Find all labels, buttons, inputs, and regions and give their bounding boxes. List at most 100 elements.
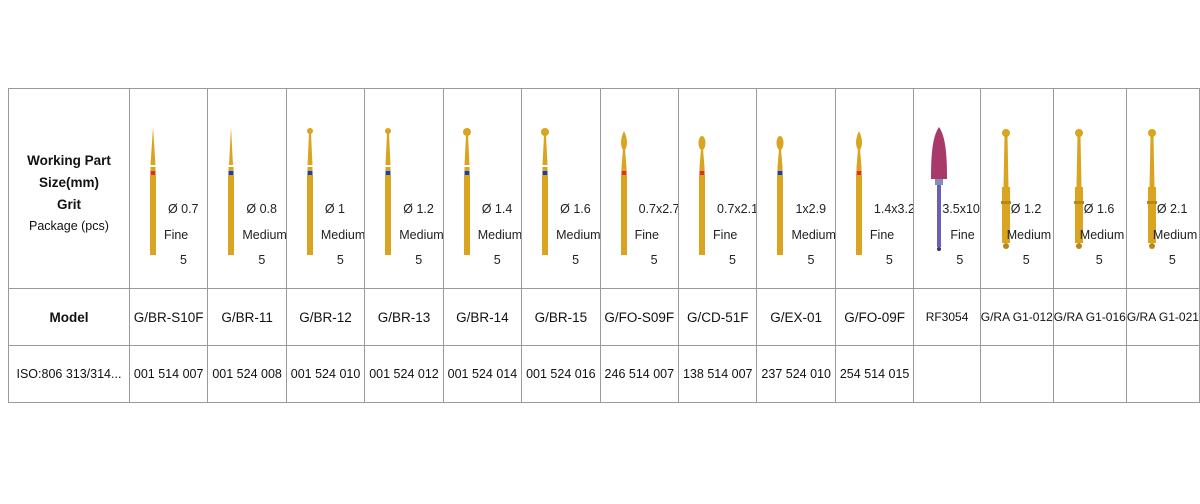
- model-value: G/BR-14: [442, 288, 523, 346]
- size-value: Ø 2.1: [1156, 202, 1188, 216]
- bur-image: [698, 136, 706, 255]
- package-value: 5: [493, 253, 501, 267]
- iso-value: 001 524 010: [285, 345, 366, 403]
- iso-value: [913, 345, 981, 403]
- bur-image: [385, 128, 392, 255]
- product-cell: 0.7x2.1 Fine 5: [678, 88, 758, 289]
- label-model: Model: [8, 288, 130, 346]
- iso-value: 001 524 012: [364, 345, 444, 403]
- size-value: 3.5x10.5: [942, 202, 980, 216]
- grit-value: Medium: [477, 228, 522, 242]
- iso-value: 138 514 007: [678, 345, 758, 403]
- iso-value: 001 514 007: [128, 345, 209, 403]
- iso-value: [1125, 345, 1200, 403]
- package-value: 5: [336, 253, 344, 267]
- grit-value: Medium: [242, 228, 287, 242]
- bur-image: [1146, 129, 1157, 249]
- row-iso: ISO:806 313/314... 001 514 007 001 524 00…: [8, 345, 1200, 403]
- bur-image: [228, 127, 235, 255]
- model-value: G/RA G1-021: [1125, 288, 1200, 346]
- product-cell: Ø 1.6 Medium 5: [1052, 88, 1127, 289]
- size-value: Ø 1: [324, 202, 345, 216]
- bur-image: [620, 131, 627, 255]
- polishing-stone-image: [931, 127, 948, 251]
- bur-image: [149, 127, 156, 255]
- size-value: Ø 1.2: [1010, 202, 1042, 216]
- bur-image: [306, 128, 313, 255]
- size-value: Ø 1.2: [403, 202, 434, 216]
- size-value: Ø 1.4: [481, 202, 513, 216]
- grit-value: Fine: [869, 228, 895, 242]
- product-cell: Ø 1 Medium 5: [285, 88, 366, 289]
- size-value: Ø 0.8: [246, 202, 277, 216]
- label-package: Package (pcs): [29, 219, 109, 234]
- grit-value: Medium: [399, 228, 444, 242]
- package-value: 5: [1095, 253, 1103, 267]
- product-cell: Ø 1.2 Medium 5: [364, 88, 444, 289]
- package-value: 5: [956, 253, 964, 267]
- model-value: G/BR-12: [285, 288, 366, 346]
- package-value: 5: [807, 253, 815, 267]
- iso-value: 254 514 015: [834, 345, 915, 403]
- grit-value: Medium: [1152, 228, 1198, 242]
- model-value: G/FO-09F: [834, 288, 915, 346]
- product-cell: Ø 0.7 Fine 5: [128, 88, 209, 289]
- grit-value: Medium: [556, 228, 601, 242]
- size-value: 1.4x3.2: [873, 202, 914, 216]
- size-value: 1x2.9: [795, 202, 827, 216]
- size-value: 0.7x2.7: [638, 202, 679, 216]
- iso-value: [1052, 345, 1127, 403]
- bur-image: [462, 128, 471, 255]
- size-value: Ø 1.6: [1083, 202, 1115, 216]
- bur-image: [1073, 129, 1084, 249]
- grit-value: Medium: [1006, 228, 1052, 242]
- product-cell: 1x2.9 Medium 5: [756, 88, 836, 289]
- row-working-part: Working Part Size(mm) Grit Package (pcs)…: [8, 88, 1200, 289]
- product-cell: 3.5x10.5 Fine 5: [913, 88, 981, 289]
- size-value: Ø 1.6: [560, 202, 591, 216]
- label-working-part: Working Part: [27, 152, 111, 168]
- product-cell: 1.4x3.2 Fine 5: [834, 88, 915, 289]
- product-cell: Ø 2.1 Medium 5: [1125, 88, 1200, 289]
- model-value: G/EX-01: [756, 288, 836, 346]
- grit-value: Medium: [320, 228, 365, 242]
- grit-value: Medium: [1079, 228, 1125, 242]
- iso-value: 001 524 008: [207, 345, 287, 403]
- iso-value: [979, 345, 1054, 403]
- package-value: 5: [885, 253, 893, 267]
- product-cell: Ø 1.6 Medium 5: [521, 88, 601, 289]
- model-value: RF3054: [913, 288, 981, 346]
- iso-value: 001 524 016: [521, 345, 601, 403]
- model-value: G/BR-S10F: [128, 288, 209, 346]
- label-size: Size(mm): [38, 174, 99, 190]
- product-spec-table: Working Part Size(mm) Grit Package (pcs)…: [8, 88, 1200, 403]
- package-value: 5: [1168, 253, 1176, 267]
- package-value: 5: [179, 253, 187, 267]
- model-value: G/BR-13: [364, 288, 444, 346]
- bur-image: [541, 128, 550, 255]
- row-model: Model G/BR-S10F G/BR-11 G/BR-12 G/BR-13 G/BR…: [8, 288, 1200, 346]
- model-value: G/RA G1-016: [1052, 288, 1127, 346]
- package-value: 5: [729, 253, 736, 267]
- grit-value: Fine: [163, 228, 189, 242]
- product-cell: 0.7x2.7 Fine 5: [599, 88, 680, 289]
- size-value: 0.7x2.1: [717, 202, 757, 216]
- grit-value: Fine: [634, 228, 659, 242]
- package-value: 5: [1022, 253, 1030, 267]
- size-value: Ø 0.7: [167, 202, 199, 216]
- product-cell: Ø 1.4 Medium 5: [442, 88, 523, 289]
- bur-image: [855, 131, 862, 255]
- label-grit: Grit: [56, 197, 81, 213]
- grit-value: Fine: [950, 228, 975, 242]
- package-value: 5: [572, 253, 580, 267]
- grit-value: Fine: [713, 228, 738, 242]
- row-label-working-part: Working Part Size(mm) Grit Package (pcs): [8, 88, 130, 289]
- model-value: G/RA G1-012: [979, 288, 1054, 346]
- package-value: 5: [650, 253, 658, 267]
- product-cell: Ø 1.2 Medium 5: [979, 88, 1054, 289]
- model-value: G/BR-15: [521, 288, 601, 346]
- iso-value: 237 524 010: [756, 345, 836, 403]
- bur-image: [776, 136, 784, 255]
- label-iso: ISO:806 313/314...: [8, 345, 130, 403]
- model-value: G/CD-51F: [678, 288, 758, 346]
